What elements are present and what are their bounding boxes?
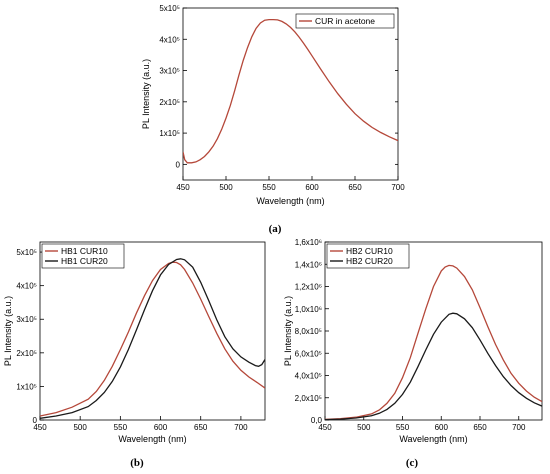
x-tick-label: 700 — [234, 423, 248, 432]
plot-frame — [39, 241, 266, 421]
x-tick-label: 450 — [176, 183, 190, 192]
y-tick-label: 3x10⁵ — [159, 67, 180, 76]
y-tick-label: 2x10⁵ — [16, 349, 37, 358]
x-tick-label: 500 — [357, 423, 371, 432]
series-line-1 — [183, 18, 398, 164]
y-tick-label: 4x10⁵ — [159, 35, 180, 44]
series-line-1 — [40, 261, 265, 417]
legend-box — [326, 243, 410, 269]
series-line-2 — [325, 312, 542, 420]
y-tick-label: 2x10⁵ — [159, 98, 180, 107]
x-tick-label: 650 — [194, 423, 208, 432]
x-tick-label: 600 — [154, 423, 168, 432]
x-tick-label: 550 — [396, 423, 410, 432]
plot-frame — [324, 241, 543, 421]
x-tick-label: 500 — [219, 183, 233, 192]
y-axis-label: PL Intensity (a.u.) — [283, 296, 293, 366]
x-tick-label: 500 — [73, 423, 87, 432]
chart-panel-a: (a) 450 500 550 600 650 700 0 1x10⁵ 2x10⁵ 3x10⁵ 4x… — [141, 4, 405, 235]
legend-box — [295, 13, 395, 29]
y-tick-label: 1,2x10⁶ — [295, 283, 322, 292]
y-tick-label: 4x10⁵ — [16, 282, 37, 291]
y-tick-label: 3x10⁵ — [16, 315, 37, 324]
y-tick-label: 5x10⁵ — [16, 248, 37, 257]
plot-frame — [182, 7, 399, 181]
x-axis-label: Wavelength (nm) — [118, 434, 186, 444]
y-tick-label: 8,0x10⁵ — [295, 327, 322, 336]
chart-panel-c: (c) 450 500 550 600 650 700 0,0 2,0x10⁵ 4,0x10⁵ 6… — [283, 238, 543, 469]
series-line-2 — [40, 258, 265, 419]
series-line-1 — [325, 264, 542, 420]
panel-label-a: (a) — [269, 223, 282, 235]
legend-entry: HB1 CUR20 — [61, 256, 108, 266]
y-tick-label: 1x10⁵ — [16, 382, 37, 391]
y-tick-label: 2,0x10⁵ — [295, 394, 322, 403]
y-tick-label: 0 — [33, 416, 38, 425]
x-tick-label: 600 — [435, 423, 449, 432]
y-tick-label: 4,0x10⁵ — [295, 372, 322, 381]
x-axis-label: Wavelength (nm) — [399, 434, 467, 444]
x-tick-label: 550 — [262, 183, 276, 192]
chart-panel-b: (b) 450 500 550 600 650 700 0 1x10⁵ 2x10⁵ 3x10⁵ 4x… — [3, 241, 266, 469]
panel-label-c: (c) — [406, 457, 419, 469]
y-tick-label: 1,4x10⁶ — [295, 260, 322, 269]
x-tick-label: 650 — [473, 423, 487, 432]
x-tick-label: 450 — [318, 423, 332, 432]
x-tick-label: 700 — [391, 183, 405, 192]
y-tick-label: 6,0x10⁵ — [295, 349, 322, 358]
y-axis-label: PL Intensity (a.u.) — [3, 296, 13, 366]
x-tick-label: 600 — [305, 183, 319, 192]
legend-entry: CUR in acetone — [315, 16, 375, 26]
y-tick-label: 5x10⁵ — [159, 4, 180, 13]
y-tick-label: 1,0x10⁶ — [295, 305, 322, 314]
legend-entry: HB2 CUR10 — [346, 246, 393, 256]
y-tick-label: 1x10⁵ — [159, 129, 180, 138]
legend-entry: HB1 CUR10 — [61, 246, 108, 256]
x-tick-label: 700 — [512, 423, 526, 432]
y-tick-label: 0,0 — [311, 416, 323, 425]
x-tick-label: 450 — [33, 423, 47, 432]
x-tick-label: 550 — [114, 423, 128, 432]
y-axis-label: PL Intensity (a.u.) — [141, 59, 151, 129]
panel-label-b: (b) — [130, 457, 144, 469]
legend-box — [41, 243, 125, 269]
legend-entry: HB2 CUR20 — [346, 256, 393, 266]
x-tick-label: 650 — [348, 183, 362, 192]
y-tick-label: 0 — [176, 160, 181, 169]
y-tick-label: 1,6x10⁶ — [295, 238, 322, 247]
x-axis-label: Wavelength (nm) — [256, 196, 324, 206]
